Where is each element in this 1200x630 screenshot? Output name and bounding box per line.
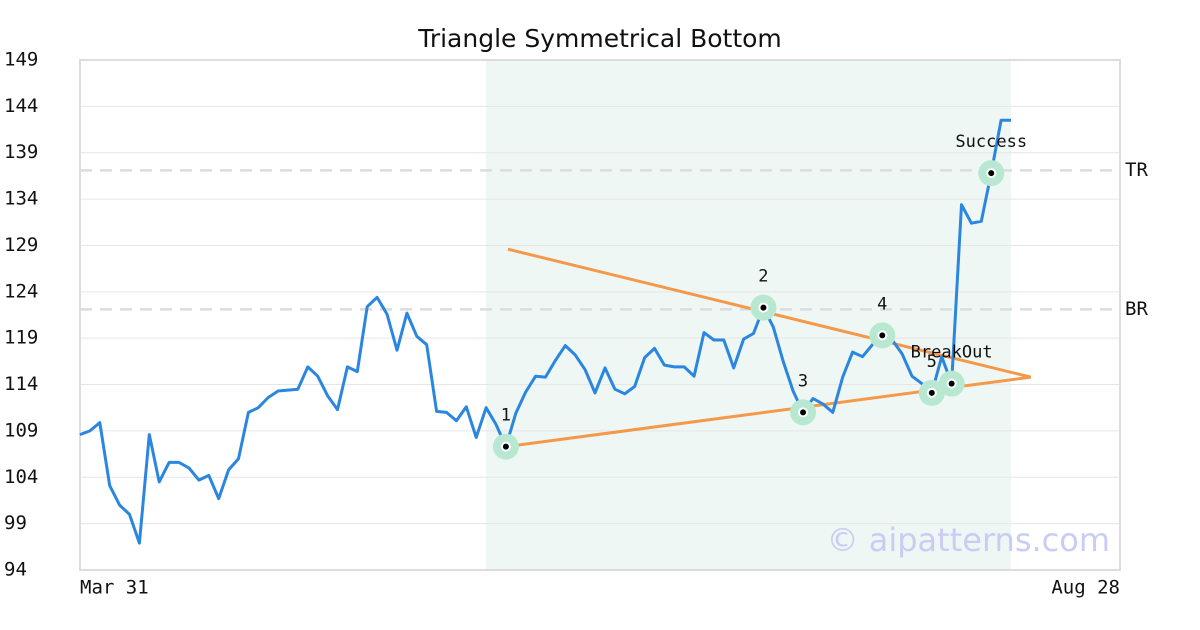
pattern-point <box>758 302 769 313</box>
y-tick-label: 119 <box>4 327 38 349</box>
watermark: © aipatterns.com <box>827 521 1110 559</box>
pattern-point <box>986 168 997 179</box>
pattern-point <box>946 378 957 389</box>
y-tick-label: 124 <box>4 280 38 302</box>
pattern-region <box>486 60 1012 570</box>
chart-title: Triangle Symmetrical Bottom <box>417 24 782 53</box>
y-tick-label: 104 <box>4 466 38 488</box>
pattern-point <box>877 330 888 341</box>
y-tick-label: 134 <box>4 188 38 210</box>
price-line <box>79 118 1011 545</box>
pattern-point <box>500 441 511 452</box>
y-tick-label: 144 <box>4 95 38 117</box>
pattern-label: Success <box>955 132 1027 152</box>
y-tick-label: 149 <box>4 49 38 71</box>
pattern-label: 1 <box>501 406 511 426</box>
pattern-point <box>798 407 809 418</box>
pattern-label: BreakOut <box>911 343 993 363</box>
pattern-label: 3 <box>798 371 808 391</box>
y-tick-label: 94 <box>4 559 27 581</box>
x-tick-label: Aug 28 <box>1051 577 1120 599</box>
y-tick-label: 114 <box>4 373 38 395</box>
y-tick-label: 99 <box>4 512 27 534</box>
pattern-label: 5 <box>927 352 937 372</box>
y-tick-label: 129 <box>4 234 38 256</box>
pattern-point <box>926 387 937 398</box>
plot-frame <box>79 59 1121 571</box>
x-tick-label: Mar 31 <box>80 577 149 599</box>
level-label: BR <box>1125 298 1148 320</box>
level-label: TR <box>1125 159 1148 181</box>
y-tick-label: 139 <box>4 141 38 163</box>
y-tick-label: 109 <box>4 419 38 441</box>
pattern-label: 4 <box>877 294 887 314</box>
pattern-label: 2 <box>758 267 768 287</box>
